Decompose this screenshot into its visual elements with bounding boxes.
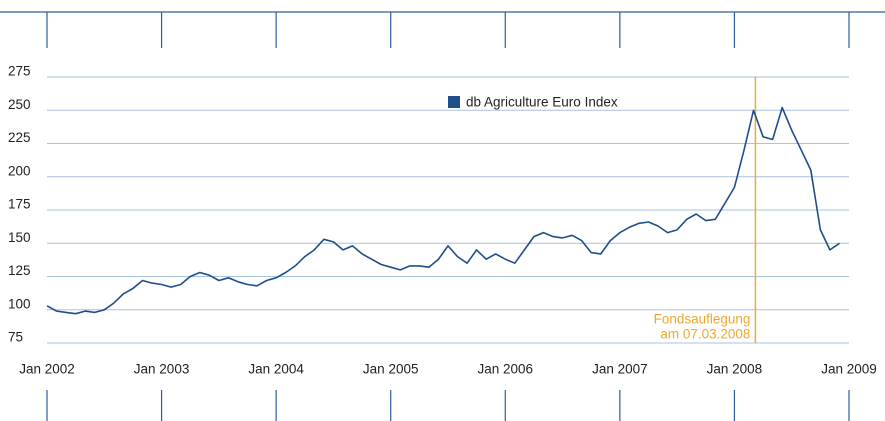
x-tick-label: Jan 2002 xyxy=(19,362,75,377)
y-tick-label: 225 xyxy=(8,130,31,145)
y-tick-label: 175 xyxy=(8,197,31,212)
x-tick-label: Jan 2009 xyxy=(821,362,877,377)
annotation-text: am 07.03.2008 xyxy=(660,327,750,342)
x-tick-label: Jan 2003 xyxy=(134,362,190,377)
y-tick-label: 125 xyxy=(8,263,31,278)
legend-swatch xyxy=(448,96,460,108)
x-tick-label: Jan 2007 xyxy=(592,362,648,377)
x-tick-label: Jan 2006 xyxy=(478,362,534,377)
y-tick-label: 75 xyxy=(8,330,23,345)
series-line xyxy=(46,106,840,315)
legend-label: db Agriculture Euro Index xyxy=(466,95,618,110)
annotation-text: Fondsauflegung xyxy=(654,312,751,327)
y-tick-label: 100 xyxy=(8,296,31,311)
y-tick-label: 200 xyxy=(8,163,31,178)
x-tick-label: Jan 2004 xyxy=(248,362,304,377)
y-tick-label: 275 xyxy=(8,64,31,79)
x-tick-label: Jan 2005 xyxy=(363,362,419,377)
y-tick-label: 250 xyxy=(8,97,31,112)
x-tick-label: Jan 2008 xyxy=(707,362,763,377)
y-tick-label: 150 xyxy=(8,230,31,245)
